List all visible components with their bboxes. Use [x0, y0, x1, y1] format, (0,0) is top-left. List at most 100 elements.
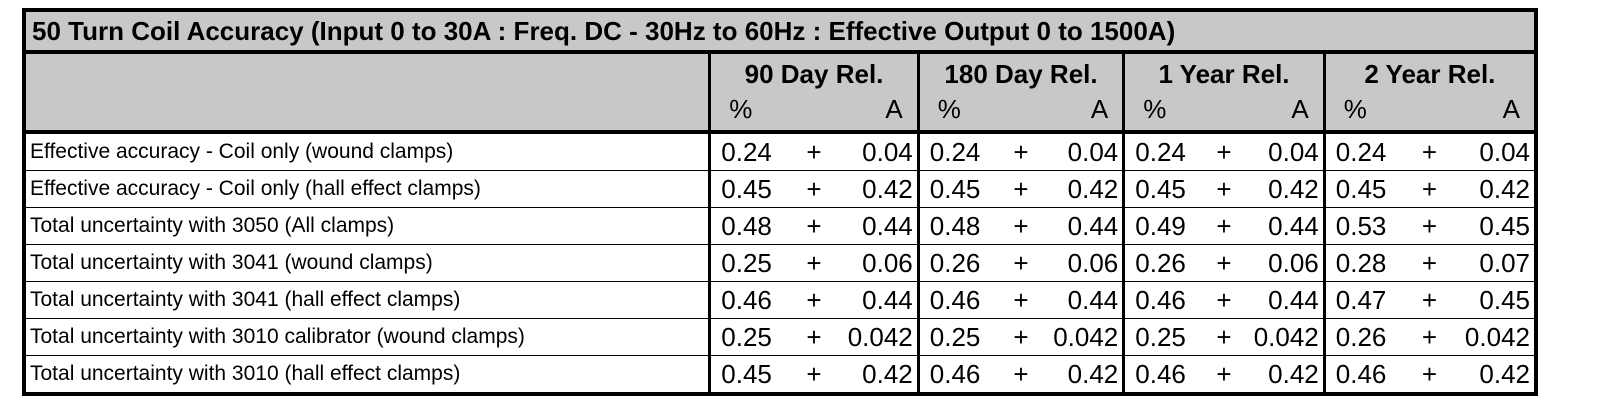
plus-sign: + — [1408, 281, 1451, 319]
percent-value: 0.46 — [916, 355, 1001, 394]
unit-row: % A — [713, 91, 917, 127]
plus-sign: + — [1216, 358, 1232, 389]
amp-value: 0.44 — [1041, 281, 1124, 319]
plus-sign: + — [792, 170, 836, 208]
percent-value: 0.25 — [708, 244, 793, 282]
plus-sign: + — [1000, 207, 1042, 245]
percent-value: 0.45 — [1122, 170, 1204, 208]
unit-row: % A — [1127, 91, 1323, 127]
plus-sign: + — [792, 318, 836, 356]
plus-sign: + — [792, 132, 836, 171]
percent-value: 0.26 — [1122, 244, 1204, 282]
amp-value: 0.06 — [1041, 244, 1124, 282]
unit-percent: % — [1143, 94, 1167, 124]
row-label: Total uncertainty with 3041 (hall effect… — [24, 281, 710, 319]
percent-value: 0.46 — [916, 281, 1001, 319]
period-title: 180 Day Rel. — [944, 59, 1098, 89]
header-row: 90 Day Rel.% A 180 Day Rel.% A 1 Year Rel.% A… — [24, 52, 1536, 134]
percent-value: 0.53 — [1322, 207, 1409, 245]
amp-value: 0.44 — [835, 281, 919, 319]
unit-row: % A — [921, 91, 1122, 127]
percent-value: 0.49 — [1122, 207, 1204, 245]
amp-value: 0.42 — [1041, 170, 1124, 208]
amp-value: 0.45 — [1450, 207, 1536, 245]
row-label: Total uncertainty with 3010 (hall effect… — [30, 362, 461, 385]
unit-row: % A — [1327, 91, 1534, 127]
data-row: Total uncertainty with 3010 (hall effect… — [24, 355, 1536, 394]
percent-value: 0.46 — [1122, 355, 1204, 394]
plus-sign: + — [1203, 244, 1245, 282]
amp-value: 0.042 — [835, 318, 919, 356]
plus-sign: + — [1408, 207, 1451, 245]
percent-value: 0.26 — [1322, 318, 1409, 356]
plus-sign: + — [1408, 318, 1451, 356]
row-label: Total uncertainty with 3050 (All clamps) — [24, 207, 710, 245]
percent-value: 0.24 — [1122, 132, 1204, 171]
amp-value: 0.06 — [835, 244, 919, 282]
data-row: Effective accuracy - Coil only (hall eff… — [24, 170, 1536, 208]
plus-sign: + — [1408, 244, 1451, 282]
amp-value: 0.44 — [1244, 281, 1325, 319]
period-title: 1 Year Rel. — [1158, 59, 1290, 89]
period-header: 1 Year Rel.% A — [1122, 52, 1325, 134]
title-row: 50 Turn Coil Accuracy (Input 0 to 30A : … — [24, 10, 1536, 54]
period-header: 90 Day Rel.% A — [708, 52, 919, 134]
plus-sign: + — [792, 244, 836, 282]
percent-value: 0.46 — [1322, 355, 1409, 394]
amp-value: 0.042 — [1244, 318, 1325, 356]
plus-sign: + — [1421, 358, 1438, 389]
unit-amps: A — [1090, 94, 1109, 124]
percent-value: 0.45 — [708, 355, 793, 394]
percent-value: 0.46 — [1122, 281, 1204, 319]
percent-value: 0.24 — [1322, 132, 1409, 171]
unit-amps: A — [1502, 94, 1520, 124]
row-label: Effective accuracy - Coil only (wound cl… — [24, 132, 710, 171]
percent-value: 0.25 — [1122, 318, 1204, 356]
percent-value: 0.45 — [1322, 170, 1409, 208]
period-header: 180 Day Rel.% A — [916, 52, 1124, 134]
plus-sign: + — [1408, 170, 1451, 208]
row-label: Effective accuracy - Coil only (hall eff… — [24, 170, 710, 208]
plus-sign: + — [806, 358, 822, 389]
plus-sign: + — [1000, 281, 1042, 319]
data-row: Total uncertainty with 3041 (wound clamp… — [24, 244, 1536, 282]
plus-sign: + — [1000, 170, 1042, 208]
plus-sign: + — [1203, 318, 1245, 356]
plus-sign: + — [1203, 170, 1245, 208]
percent-value: 0.24 — [916, 132, 1001, 171]
amp-value: 0.07 — [1450, 244, 1536, 282]
percent-value: 0.47 — [1322, 281, 1409, 319]
period-header: 2 Year Rel.% A — [1322, 52, 1536, 134]
plus-sign: + — [792, 207, 836, 245]
percent-value: 0.25 — [708, 318, 793, 356]
unit-percent: % — [1343, 94, 1367, 124]
amp-value: 0.45 — [1450, 281, 1536, 319]
row-label: Total uncertainty with 3010 calibrator (… — [24, 318, 710, 356]
plus-sign: + — [1000, 318, 1042, 356]
percent-value: 0.45 — [708, 170, 793, 208]
data-row: Total uncertainty with 3050 (All clamps)… — [24, 207, 1536, 245]
table-title: 50 Turn Coil Accuracy (Input 0 to 30A : … — [24, 10, 1536, 54]
amp-value: 0.42 — [1479, 358, 1530, 389]
amp-value: 0.04 — [1450, 132, 1536, 171]
amp-value: 0.04 — [1041, 132, 1124, 171]
plus-sign: + — [1000, 132, 1042, 171]
unit-percent: % — [729, 94, 753, 124]
percent-value: 0.25 — [916, 318, 1001, 356]
percent-value: 0.24 — [708, 132, 793, 171]
unit-amps: A — [885, 94, 903, 124]
data-row: Effective accuracy - Coil only (wound cl… — [24, 132, 1536, 171]
amp-value: 0.42 — [1268, 358, 1319, 389]
percent-value: 0.28 — [1322, 244, 1409, 282]
period-title: 2 Year Rel. — [1364, 59, 1496, 89]
table-container: 50 Turn Coil Accuracy (Input 0 to 30A : … — [22, 8, 1538, 396]
amp-value: 0.42 — [835, 170, 919, 208]
percent-value: 0.45 — [916, 170, 1001, 208]
amp-value: 0.44 — [1041, 207, 1124, 245]
data-row: Total uncertainty with 3010 calibrator (… — [24, 318, 1536, 356]
period-title: 90 Day Rel. — [744, 59, 884, 89]
plus-sign: + — [1203, 207, 1245, 245]
percent-value: 0.46 — [708, 281, 793, 319]
amp-value: 0.042 — [1041, 318, 1124, 356]
